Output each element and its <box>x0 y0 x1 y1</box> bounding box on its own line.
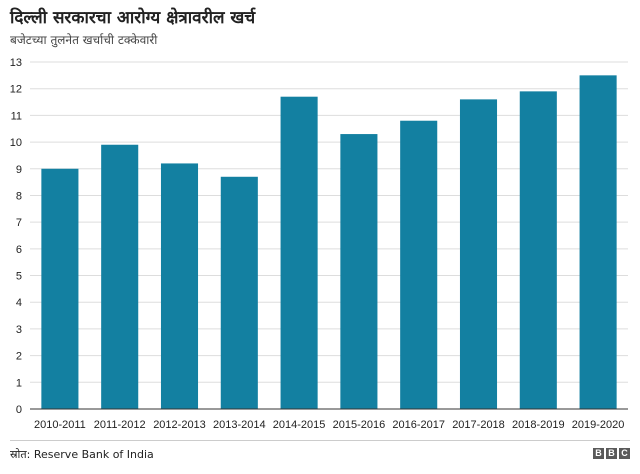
source-note: स्रोत: Reserve Bank of India <box>10 448 154 461</box>
bar <box>160 163 199 409</box>
bar <box>459 99 498 409</box>
x-tick-label: 2011-2012 <box>94 419 146 431</box>
x-tick-label: 2017-2018 <box>452 419 505 431</box>
y-tick-label: 1 <box>16 377 22 389</box>
bar <box>519 91 557 409</box>
x-tick-label: 2019-2020 <box>572 419 625 431</box>
bbc-logo-letter: B <box>606 448 617 459</box>
y-tick-label: 6 <box>16 244 22 256</box>
bar <box>220 176 258 409</box>
footer-divider <box>10 440 630 441</box>
bar <box>280 96 318 409</box>
y-tick-label: 4 <box>16 297 22 309</box>
x-tick-label: 2013-2014 <box>213 419 266 431</box>
y-tick-label: 10 <box>10 137 22 149</box>
y-tick-label: 0 <box>16 404 22 416</box>
bbc-logo: B B C <box>593 448 630 459</box>
y-tick-label: 12 <box>10 84 22 96</box>
y-tick-label: 8 <box>16 190 22 202</box>
bbc-logo-letter: C <box>619 448 630 459</box>
bar <box>579 75 617 409</box>
x-tick-label: 2010-2011 <box>34 419 86 431</box>
y-tick-label: 9 <box>16 164 22 176</box>
bar <box>41 168 79 409</box>
bar <box>101 144 139 409</box>
x-tick-label: 2016-2017 <box>392 419 445 431</box>
x-tick-label: 2018-2019 <box>512 419 565 431</box>
x-tick-label: 2014-2015 <box>273 419 326 431</box>
y-tick-label: 13 <box>10 57 22 69</box>
bars <box>41 75 617 410</box>
bbc-logo-letter: B <box>593 448 604 459</box>
x-tick-label: 2012-2013 <box>153 419 206 431</box>
y-tick-label: 11 <box>11 110 22 122</box>
bar <box>400 120 438 409</box>
bar <box>340 134 378 410</box>
y-tick-label: 5 <box>16 271 22 283</box>
chart-title: दिल्ली सरकारचा आरोग्य क्षेत्रावरील खर्च <box>10 8 256 28</box>
y-tick-label: 7 <box>16 217 22 229</box>
x-tick-label: 2015-2016 <box>333 419 386 431</box>
chart-subtitle: बजेटच्या तुलनेत खर्चाची टक्केवारी <box>10 33 158 47</box>
y-tick-label: 3 <box>16 324 22 336</box>
y-tick-label: 2 <box>16 351 22 363</box>
